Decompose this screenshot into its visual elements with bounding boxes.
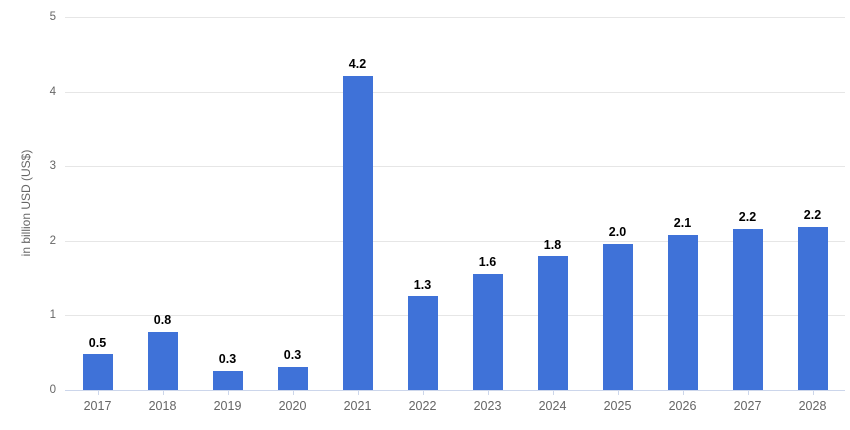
bar-value-label: 2.1 (673, 216, 692, 231)
x-tick-label-2025: 2025 (603, 399, 632, 413)
bar-slot-2020: 0.3 (260, 17, 325, 390)
x-tick-label-2027: 2027 (733, 399, 762, 413)
bar-value-label: 0.8 (153, 313, 172, 328)
x-tick-mark-2024 (552, 390, 554, 395)
x-tick-label-2022: 2022 (408, 399, 437, 413)
x-tick-mark-2019 (227, 390, 229, 395)
x-tick-mark-2021 (357, 390, 359, 395)
bar-slot-2026: 2.1 (650, 17, 715, 390)
gridline-y-5 (65, 17, 845, 18)
bar-2027[interactable] (732, 228, 763, 390)
plot-area: 0 1 2 3 4 5 0.5 2017 0.8 2018 0.3 2019 0.3 2020 4.2 202… (50, 11, 845, 413)
bar-slot-2027: 2.2 (715, 17, 780, 390)
x-tick-mark-2025 (617, 390, 619, 395)
x-tick-label-2026: 2026 (668, 399, 697, 413)
bar-value-label: 2.0 (608, 225, 627, 240)
bar-slot-2024: 1.8 (520, 17, 585, 390)
bar-2019[interactable] (212, 370, 243, 390)
bar-slot-2025: 2.0 (585, 17, 650, 390)
bar-slot-2018: 0.8 (130, 17, 195, 390)
x-tick-mark-2018 (162, 390, 164, 395)
x-tick-label-2018: 2018 (148, 399, 177, 413)
gridline-y-2 (65, 240, 845, 242)
bar-value-label: 2.2 (803, 208, 822, 223)
y-axis-title: in billion USD (US$) (19, 149, 33, 257)
bar-2020[interactable] (277, 366, 308, 390)
bar-value-label: 0.3 (218, 352, 237, 367)
bar-2025[interactable] (602, 243, 633, 390)
x-tick-mark-2027 (747, 390, 749, 395)
y-tick-label-2: 2 (49, 234, 56, 247)
x-tick-mark-2023 (487, 390, 489, 395)
x-tick-label-2017: 2017 (83, 399, 112, 413)
y-tick-label-4: 4 (49, 85, 56, 98)
bar-slot-2023: 1.6 (455, 17, 520, 390)
bar-2026[interactable] (667, 234, 698, 390)
bar-slot-2019: 0.3 (195, 17, 260, 390)
bar-value-label: 1.6 (478, 255, 497, 270)
bar-2028[interactable] (797, 226, 828, 390)
x-tick-mark-2017 (97, 390, 99, 395)
bar-value-label: 1.3 (413, 277, 432, 292)
bar-value-label: 2.2 (738, 210, 757, 225)
x-tick-mark-2020 (292, 390, 294, 395)
x-tick-label-2023: 2023 (473, 399, 502, 413)
bar-2021[interactable] (342, 75, 373, 390)
y-tick-label-0: 0 (49, 384, 56, 396)
gridline-y-1 (65, 315, 845, 317)
gridline-y-4 (65, 91, 845, 93)
x-tick-mark-2028 (812, 390, 814, 395)
x-tick-label-2024: 2024 (538, 399, 567, 413)
x-axis-line (65, 390, 845, 391)
x-tick-label-2028: 2028 (798, 399, 827, 413)
bar-slot-2022: 1.3 (390, 17, 455, 390)
bar-slot-2028: 2.2 (780, 17, 845, 390)
y-tick-label-3: 3 (49, 160, 56, 173)
y-tick-label-1: 1 (49, 309, 56, 322)
bar-2024[interactable] (537, 256, 568, 390)
x-tick-label-2019: 2019 (213, 399, 242, 413)
bar-2022[interactable] (407, 296, 438, 390)
bar-slot-2017: 0.5 (65, 17, 130, 390)
bar-value-label: 0.3 (283, 348, 302, 363)
bar-2017[interactable] (82, 354, 113, 390)
x-tick-mark-2022 (422, 390, 424, 395)
x-tick-label-2020: 2020 (278, 399, 307, 413)
bar-2018[interactable] (147, 331, 178, 390)
x-tick-mark-2026 (682, 390, 684, 395)
bar-value-label: 1.8 (543, 237, 562, 252)
bar-slot-2021: 4.2 (325, 17, 390, 390)
bar-2023[interactable] (472, 273, 503, 390)
bar-value-label: 4.2 (348, 57, 367, 72)
gridline-y-3 (65, 166, 845, 168)
y-tick-label-5: 5 (49, 11, 56, 23)
x-tick-label-2021: 2021 (343, 399, 372, 413)
bar-value-label: 0.5 (88, 335, 107, 350)
